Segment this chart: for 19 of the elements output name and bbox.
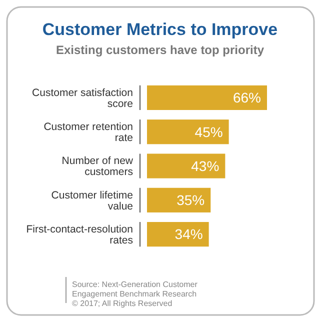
chart-subtitle: Existing customers have top priority bbox=[56, 43, 264, 57]
data-label: 45% bbox=[194, 124, 223, 140]
data-label: 66% bbox=[232, 90, 261, 106]
bar bbox=[147, 120, 229, 144]
data-label: 35% bbox=[176, 192, 205, 208]
y-tick-label: Customer retention rate bbox=[44, 121, 134, 144]
source-note: Source: Next-Generation Customer Engagement Benchmark Research bbox=[72, 280, 198, 298]
bar bbox=[147, 222, 209, 247]
y-tick-label: Number of new customers bbox=[62, 155, 134, 178]
text: © 2017; All Rights Reserved bbox=[72, 299, 172, 308]
bar bbox=[147, 188, 211, 212]
data-label: 34% bbox=[174, 226, 203, 242]
chart-title: Customer Metrics to Improve bbox=[42, 20, 278, 39]
y-tick-label: Customer satisfaction score bbox=[32, 86, 134, 110]
y-tick-label: Customer lifetime value bbox=[51, 189, 134, 212]
bar bbox=[147, 154, 226, 178]
data-label: 43% bbox=[191, 158, 220, 174]
y-tick-label: First-contact-resolution rates bbox=[26, 223, 134, 246]
bar bbox=[147, 85, 267, 110]
